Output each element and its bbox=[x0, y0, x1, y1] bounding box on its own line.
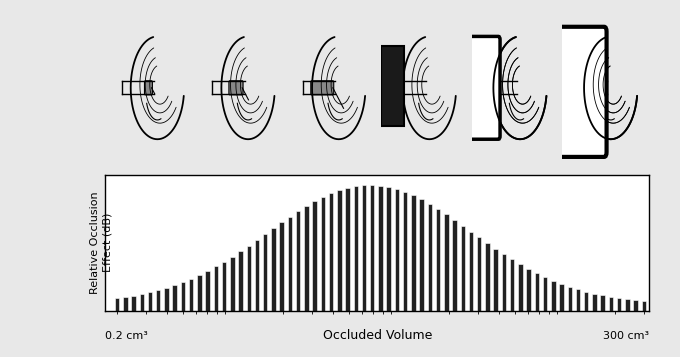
Bar bbox=[460, 226, 465, 311]
FancyBboxPatch shape bbox=[144, 81, 152, 95]
Bar bbox=[633, 300, 638, 311]
Bar bbox=[534, 273, 539, 311]
Bar bbox=[148, 292, 152, 311]
Text: Occluded Volume: Occluded Volume bbox=[323, 329, 432, 342]
Bar bbox=[394, 189, 399, 311]
Text: 300 cm³: 300 cm³ bbox=[603, 331, 649, 341]
Bar bbox=[230, 257, 235, 311]
Bar bbox=[247, 246, 251, 311]
Bar bbox=[502, 254, 506, 311]
Bar bbox=[123, 297, 128, 311]
Bar bbox=[411, 195, 415, 311]
Bar bbox=[271, 228, 275, 311]
Bar bbox=[288, 217, 292, 311]
Y-axis label: Relative Occlusion
Effect (dB): Relative Occlusion Effect (dB) bbox=[90, 191, 112, 294]
Bar bbox=[486, 243, 490, 311]
Bar bbox=[576, 289, 580, 311]
Bar bbox=[296, 211, 301, 311]
Bar bbox=[312, 201, 317, 311]
Bar bbox=[584, 292, 588, 311]
Bar bbox=[551, 281, 556, 311]
Bar bbox=[526, 269, 531, 311]
Bar bbox=[189, 279, 193, 311]
Bar bbox=[370, 185, 375, 311]
Bar bbox=[205, 271, 210, 311]
Bar bbox=[320, 197, 325, 311]
Bar bbox=[543, 277, 547, 311]
FancyBboxPatch shape bbox=[311, 81, 334, 95]
Bar bbox=[173, 285, 177, 311]
Bar bbox=[477, 237, 481, 311]
Bar bbox=[354, 186, 358, 311]
Bar bbox=[617, 298, 622, 311]
Bar bbox=[279, 222, 284, 311]
Bar bbox=[263, 234, 267, 311]
Bar bbox=[222, 262, 226, 311]
Bar bbox=[518, 264, 523, 311]
Bar bbox=[494, 249, 498, 311]
Bar bbox=[381, 46, 405, 126]
Bar bbox=[386, 187, 391, 311]
FancyBboxPatch shape bbox=[556, 27, 607, 157]
Bar bbox=[444, 214, 449, 311]
FancyBboxPatch shape bbox=[229, 81, 243, 95]
Bar bbox=[559, 284, 564, 311]
Bar bbox=[600, 295, 605, 311]
Bar bbox=[214, 266, 218, 311]
Bar bbox=[436, 209, 440, 311]
Bar bbox=[181, 282, 185, 311]
FancyBboxPatch shape bbox=[468, 36, 500, 139]
Bar bbox=[238, 251, 243, 311]
Bar bbox=[197, 275, 201, 311]
Bar bbox=[304, 206, 309, 311]
Bar bbox=[139, 294, 144, 311]
Bar bbox=[329, 193, 333, 311]
Bar bbox=[378, 186, 383, 311]
Bar bbox=[568, 287, 572, 311]
Bar bbox=[403, 192, 407, 311]
Bar bbox=[642, 301, 646, 311]
Bar bbox=[337, 190, 341, 311]
Bar bbox=[510, 260, 514, 311]
Bar bbox=[625, 299, 630, 311]
Bar bbox=[362, 185, 367, 311]
Bar bbox=[420, 200, 424, 311]
Bar bbox=[156, 290, 160, 311]
Bar bbox=[131, 296, 136, 311]
Text: 0.2 cm³: 0.2 cm³ bbox=[105, 331, 148, 341]
Bar bbox=[609, 297, 613, 311]
Bar bbox=[428, 204, 432, 311]
Bar bbox=[165, 288, 169, 311]
Bar bbox=[115, 298, 119, 311]
Bar bbox=[345, 188, 350, 311]
Bar bbox=[469, 232, 473, 311]
Bar bbox=[255, 240, 259, 311]
Bar bbox=[592, 293, 596, 311]
Bar bbox=[452, 220, 457, 311]
